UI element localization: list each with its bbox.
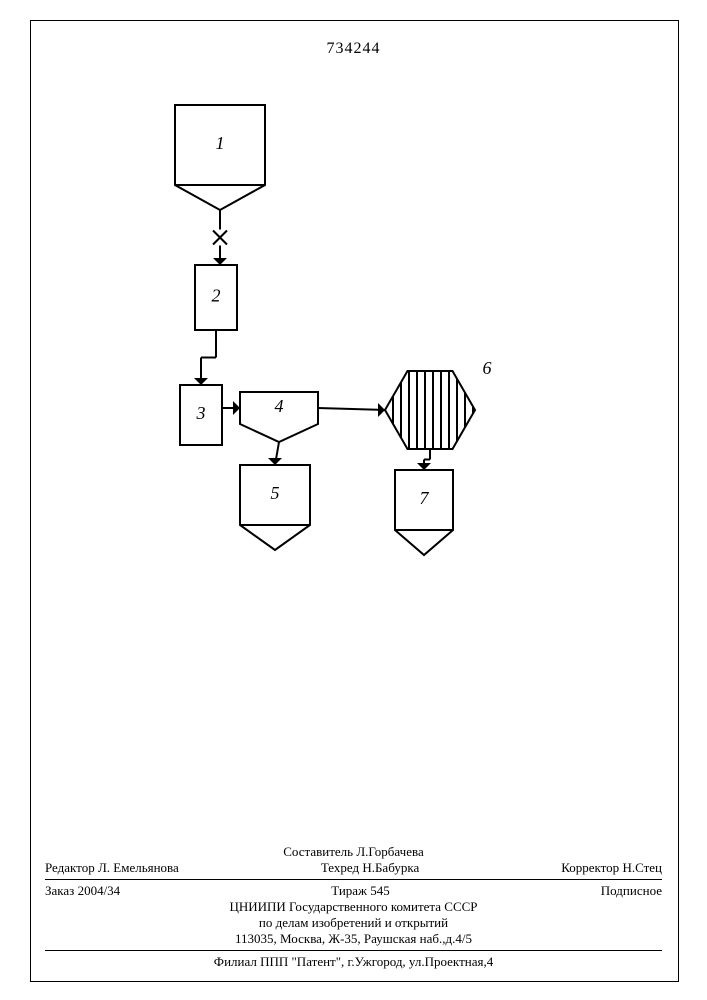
org-line-2: по делам изобретений и открытий [45, 915, 662, 931]
print-value: 545 [370, 883, 390, 898]
compiler-name: Л.Горбачева [356, 844, 423, 859]
subscription: Подписное [601, 883, 662, 899]
address-line: 113035, Москва, Ж-35, Раушская наб.,д.4/… [45, 931, 662, 947]
org-line-1: ЦНИИПИ Государственного комитета СССР [45, 899, 662, 915]
divider [45, 879, 662, 880]
svg-text:5: 5 [271, 483, 280, 503]
page: 734244 1234567 Составитель Л.Горбачева Р… [0, 0, 707, 1000]
svg-text:6: 6 [483, 358, 492, 378]
divider-2 [45, 950, 662, 951]
corrector-name: Н.Стец [622, 860, 662, 875]
editor-name: Л. Емельянова [98, 860, 179, 875]
compiler-label: Составитель [283, 844, 353, 859]
editor-label: Редактор [45, 860, 95, 875]
svg-text:4: 4 [275, 396, 284, 416]
branch-line: Филиал ППП "Патент", г.Ужгород, ул.Проек… [45, 954, 662, 970]
techred-label: Техред [321, 860, 359, 875]
order-value: 2004/34 [78, 883, 121, 898]
svg-text:3: 3 [196, 403, 206, 423]
imprint-footer: Составитель Л.Горбачева Редактор Л. Емел… [45, 844, 662, 970]
order-label: Заказ [45, 883, 74, 898]
techred-name: Н.Бабурка [362, 860, 419, 875]
corrector-label: Корректор [561, 860, 619, 875]
print-label: Тираж [331, 883, 367, 898]
svg-text:7: 7 [420, 488, 430, 508]
svg-text:1: 1 [216, 133, 225, 153]
svg-text:2: 2 [212, 286, 221, 306]
